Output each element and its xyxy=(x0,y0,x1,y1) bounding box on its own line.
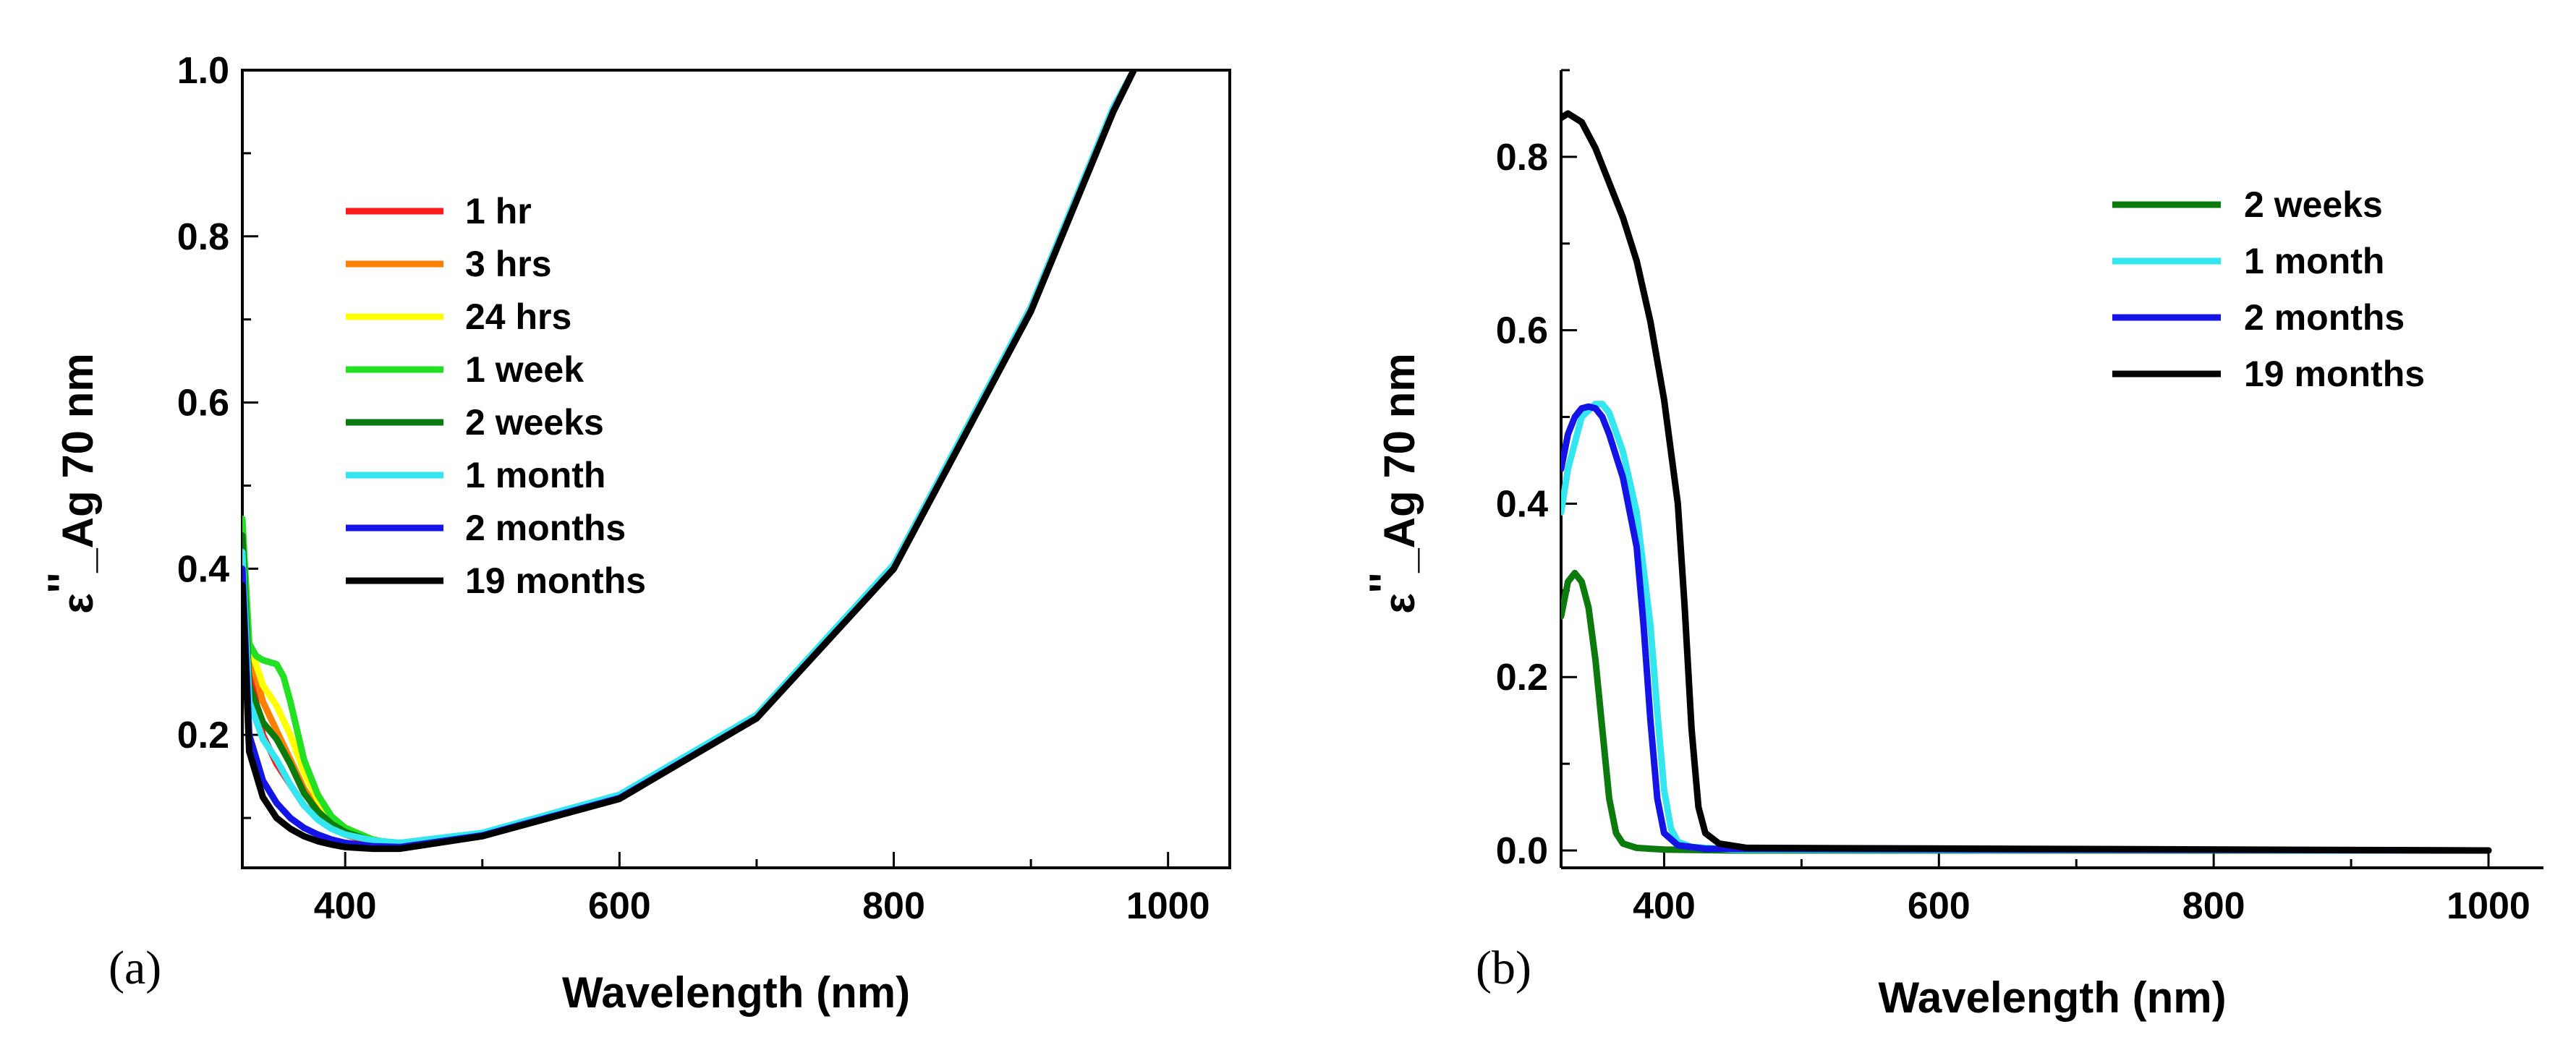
legend-label: 1 month xyxy=(465,455,605,495)
series-line-2-weeks xyxy=(242,70,1137,849)
y-tick-label: 0.8 xyxy=(177,216,229,258)
y-tick-label: 0.4 xyxy=(177,548,229,590)
x-axis-title: Wavelength (nm) xyxy=(562,968,910,1017)
legend-label: 1 week xyxy=(465,349,584,390)
plot-frame xyxy=(241,69,1231,869)
panel-b-chart: 400 600 800 1000 0.0 0.2 0.4 0.6 0.8 Wavelength (… xyxy=(1361,69,2543,1022)
legend-label: 2 months xyxy=(465,508,626,548)
series-line-3-hrs xyxy=(242,70,1137,849)
x-tick-label: 600 xyxy=(1908,885,1971,927)
legend-label: 1 month xyxy=(2244,241,2384,281)
legend-label: 1 hr xyxy=(465,191,532,231)
panel-a-chart: 400 600 800 1000 0.2 0.4 0.6 0.8 1.0 Wavelength (… xyxy=(39,50,1231,1017)
y-tick-label: 0.6 xyxy=(1496,310,1548,352)
y-tick-label: 0.4 xyxy=(1496,483,1548,525)
y-axis-title: ε''_Ag 70 nm xyxy=(1361,353,1424,613)
legend: 2 weeks 1 month 2 months 19 months xyxy=(2112,184,2425,394)
series-line-2-months xyxy=(1561,403,2492,854)
legend-label: 2 weeks xyxy=(465,402,604,443)
y-axis-title: ε''_Ag 70 nm xyxy=(39,353,102,613)
panel-label: (b) xyxy=(1476,942,1531,994)
series-line-24-hrs xyxy=(242,70,1137,848)
legend-label: 19 months xyxy=(2244,354,2425,394)
x-tick-label: 400 xyxy=(314,885,377,927)
series-line-1-month xyxy=(1561,401,2492,854)
y-tick-label: 0.0 xyxy=(1496,830,1548,872)
x-tick-label: 600 xyxy=(588,885,651,927)
panel-label: (a) xyxy=(109,942,161,994)
series-group xyxy=(242,70,1137,853)
x-tick-label: 1000 xyxy=(1126,885,1210,927)
legend-label: 2 weeks xyxy=(2244,184,2383,225)
y-tick-label: 1.0 xyxy=(177,50,229,92)
x-axis-title: Wavelength (nm) xyxy=(1878,973,2226,1022)
series-line-2-months xyxy=(242,70,1137,850)
y-tick-label: 0.2 xyxy=(177,715,229,756)
series-group xyxy=(1561,110,2492,854)
series-line-1-hr xyxy=(242,70,1137,850)
series-line-1-week xyxy=(242,70,1137,848)
y-tick-label: 0.6 xyxy=(177,383,229,425)
legend: 1 hr 3 hrs 24 hrs 1 week 2 weeks 1 month 2 mon… xyxy=(346,191,646,601)
y-tick-label: 0.2 xyxy=(1496,657,1548,699)
legend-label: 2 months xyxy=(2244,297,2405,338)
series-line-1-month xyxy=(242,70,1137,846)
series-line-19-months xyxy=(242,70,1137,853)
x-tick-label: 800 xyxy=(862,885,925,927)
y-tick-label: 0.8 xyxy=(1496,137,1548,179)
x-tick-label: 400 xyxy=(1633,885,1696,927)
x-tick-label: 1000 xyxy=(2447,885,2530,927)
legend-label: 24 hrs xyxy=(465,297,571,337)
legend-label: 19 months xyxy=(465,560,646,601)
legend-label: 3 hrs xyxy=(465,244,552,284)
x-tick-label: 800 xyxy=(2182,885,2245,927)
series-line-19-months xyxy=(1561,110,2492,854)
series-line-2-weeks xyxy=(1561,569,2492,854)
